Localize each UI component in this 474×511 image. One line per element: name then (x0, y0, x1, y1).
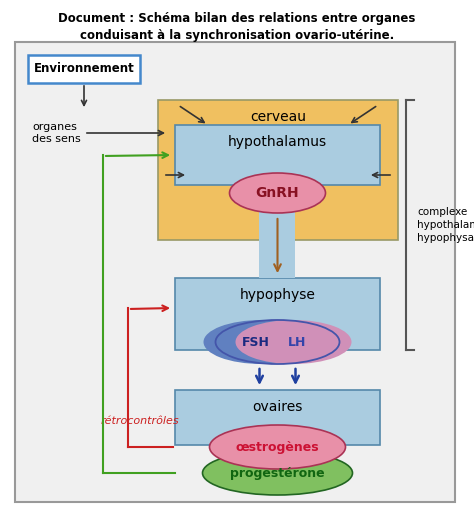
Text: hypophyse: hypophyse (239, 288, 315, 302)
Bar (175, 390, 380, 445)
Text: hypothalamus: hypothalamus (228, 135, 327, 149)
Bar (175, 278, 380, 350)
Text: FSH: FSH (242, 336, 269, 349)
Text: ovaires: ovaires (252, 400, 303, 414)
Bar (158, 100, 398, 240)
Text: organes
des sens: organes des sens (32, 122, 81, 145)
Text: complexe
hypothalamo-
hypophysaire: complexe hypothalamo- hypophysaire (417, 207, 474, 243)
Text: LH: LH (288, 336, 307, 349)
Ellipse shape (203, 320, 319, 364)
Text: progestérone: progestérone (230, 467, 325, 479)
Text: œstrogènes: œstrogènes (236, 440, 319, 453)
Text: GnRH: GnRH (255, 186, 299, 200)
Text: Environnement: Environnement (34, 62, 134, 76)
Ellipse shape (210, 425, 346, 469)
Text: Document : Schéma bilan des relations entre organes
conduisant à la synchronisat: Document : Schéma bilan des relations en… (58, 12, 416, 42)
Bar (259, 211, 295, 278)
Text: rétrocontrôles: rétrocontrôles (101, 415, 180, 426)
Ellipse shape (229, 173, 326, 213)
Text: cerveau: cerveau (250, 110, 306, 124)
Ellipse shape (202, 451, 353, 495)
Bar (28, 55, 140, 83)
Ellipse shape (236, 320, 352, 364)
Bar (175, 125, 380, 185)
